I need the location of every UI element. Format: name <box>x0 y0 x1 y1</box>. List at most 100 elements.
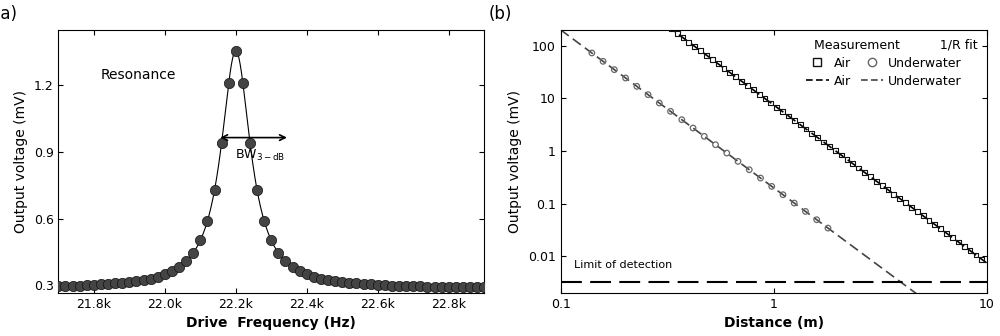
Point <box>256 218 272 224</box>
Point <box>185 250 201 256</box>
Point <box>674 117 690 122</box>
Point <box>657 22 673 28</box>
Point <box>833 152 849 158</box>
Point <box>792 122 808 127</box>
Point <box>763 100 779 106</box>
Point <box>391 283 407 288</box>
Point <box>956 244 972 249</box>
Point <box>898 200 914 206</box>
Point <box>427 284 443 289</box>
Point <box>221 81 237 86</box>
Point <box>646 13 662 19</box>
Point <box>708 142 724 148</box>
Point <box>798 126 814 132</box>
Point <box>136 277 152 283</box>
Point <box>751 91 767 97</box>
Text: (b): (b) <box>488 5 512 24</box>
Point <box>663 27 679 32</box>
Point <box>652 18 668 23</box>
Point <box>944 235 960 240</box>
Point <box>851 165 867 171</box>
Point <box>327 279 343 284</box>
X-axis label: Drive  Frequency (Hz): Drive Frequency (Hz) <box>186 317 356 330</box>
Point <box>192 238 208 243</box>
Point <box>622 0 638 1</box>
X-axis label: Distance (m): Distance (m) <box>724 317 824 330</box>
Point <box>663 109 679 114</box>
Point <box>915 213 931 218</box>
Point <box>72 283 88 288</box>
Point <box>903 205 919 210</box>
Point <box>752 175 768 181</box>
Point <box>741 167 757 172</box>
Point <box>933 226 949 232</box>
Point <box>786 200 802 206</box>
Point <box>50 284 66 289</box>
Point <box>285 264 301 270</box>
Point <box>320 277 336 283</box>
Point <box>921 217 937 223</box>
Point <box>341 280 357 286</box>
Point <box>719 150 735 156</box>
Point <box>939 230 955 236</box>
Point <box>651 100 667 106</box>
Point <box>299 272 315 277</box>
Point <box>412 284 428 289</box>
Point <box>313 276 329 281</box>
Point <box>775 109 791 114</box>
Point <box>710 61 726 67</box>
Point <box>270 250 286 256</box>
Point <box>79 283 95 288</box>
Point <box>892 196 908 201</box>
Point <box>810 135 826 140</box>
Point <box>434 284 450 290</box>
Point <box>448 284 464 290</box>
Point <box>377 283 393 288</box>
Point <box>207 187 223 193</box>
Point <box>745 87 761 93</box>
Point <box>968 252 984 258</box>
Point <box>469 285 485 290</box>
Point <box>640 92 656 97</box>
Point <box>786 118 802 123</box>
Point <box>775 192 791 198</box>
Point <box>868 178 884 184</box>
Point <box>476 285 492 290</box>
Point <box>820 225 836 231</box>
Point <box>839 157 855 162</box>
Point <box>696 134 712 139</box>
Point <box>143 276 159 281</box>
Point <box>862 174 878 179</box>
Point <box>757 96 773 101</box>
Point <box>704 57 720 62</box>
Point <box>157 272 173 277</box>
Point <box>722 70 738 75</box>
Point <box>669 31 685 36</box>
Point <box>675 35 691 40</box>
Point <box>927 222 943 227</box>
Point <box>398 283 414 289</box>
Text: Resonance: Resonance <box>101 68 176 82</box>
Text: (a): (a) <box>0 5 18 24</box>
Point <box>114 280 130 286</box>
Point <box>629 84 645 89</box>
Point <box>235 81 251 86</box>
Point <box>950 239 966 245</box>
Point <box>178 259 194 264</box>
Y-axis label: Output voltage (mV): Output voltage (mV) <box>508 90 522 233</box>
Point <box>100 281 116 287</box>
Point <box>827 148 843 154</box>
Point <box>462 285 478 290</box>
Y-axis label: Output voltage (mV): Output voltage (mV) <box>14 90 28 233</box>
Point <box>880 187 896 193</box>
Point <box>171 264 187 270</box>
Point <box>804 131 820 136</box>
Point <box>909 209 925 214</box>
Point <box>809 217 825 222</box>
Point <box>764 184 780 189</box>
Point <box>363 282 379 287</box>
Point <box>769 104 785 110</box>
Point <box>857 170 873 175</box>
Text: Limit of detection: Limit of detection <box>574 260 672 270</box>
Point <box>640 9 656 14</box>
